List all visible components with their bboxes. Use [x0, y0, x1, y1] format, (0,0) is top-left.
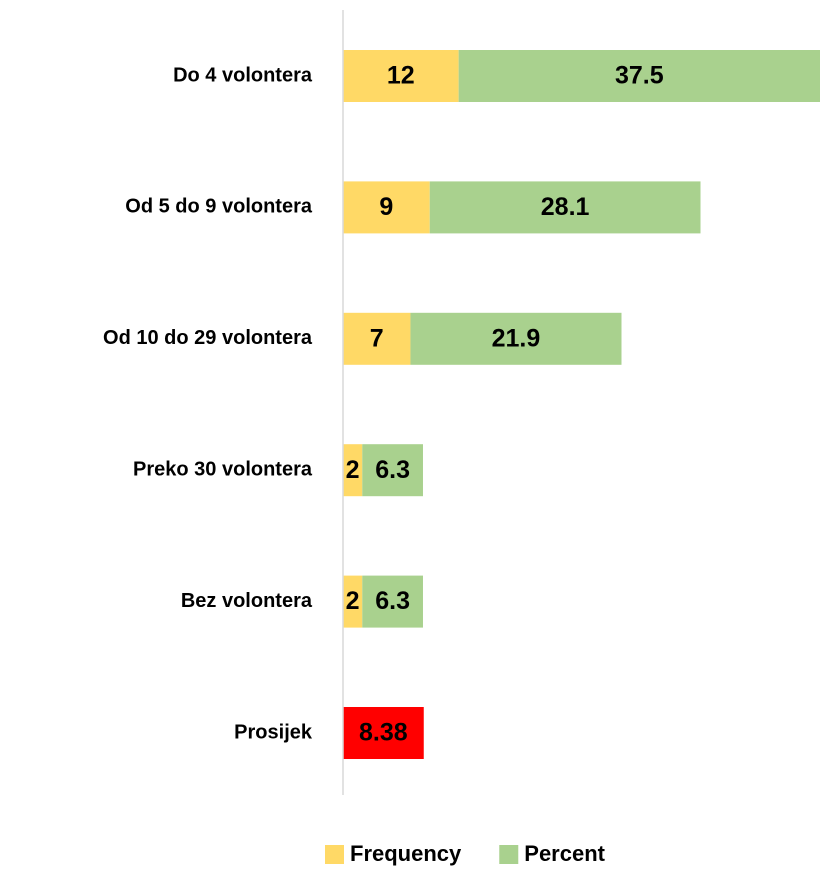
bar-segment — [343, 444, 363, 497]
data-label: 9 — [379, 193, 393, 221]
data-label: 28.1 — [541, 193, 590, 221]
bar-segment — [343, 181, 430, 234]
y-tick-label: Bez volontera — [181, 590, 313, 612]
y-tick-label: Prosijek — [234, 721, 313, 743]
data-label: 21.9 — [492, 324, 541, 352]
bar-segment — [343, 50, 459, 102]
bar-segment — [343, 707, 424, 759]
data-label: 6.3 — [375, 456, 410, 484]
y-tick-label: Od 5 do 9 volontera — [125, 196, 313, 218]
bar-segment — [410, 312, 622, 365]
bar-segment — [362, 575, 423, 628]
data-label: 6.3 — [375, 587, 410, 615]
bar-segment — [343, 312, 411, 365]
legend-swatch — [499, 845, 519, 864]
bar-segment — [343, 575, 363, 628]
data-label: 8.38 — [359, 719, 408, 747]
data-label: 37.5 — [615, 62, 664, 90]
y-tick-label: Do 4 volontera — [173, 64, 313, 86]
y-tick-label: Od 10 do 29 volontera — [103, 327, 313, 349]
bar-segment — [362, 444, 423, 497]
legend-label: Percent — [524, 841, 605, 866]
y-tick-label: Preko 30 volontera — [133, 458, 313, 480]
data-label: 2 — [346, 587, 360, 615]
data-label: 2 — [346, 456, 360, 484]
data-label: 12 — [387, 62, 415, 90]
bar-segment — [458, 50, 820, 102]
legend-swatch — [325, 845, 344, 864]
legend-label: Frequency — [350, 841, 462, 866]
bar-segment — [429, 181, 701, 234]
data-label: 7 — [370, 324, 384, 352]
